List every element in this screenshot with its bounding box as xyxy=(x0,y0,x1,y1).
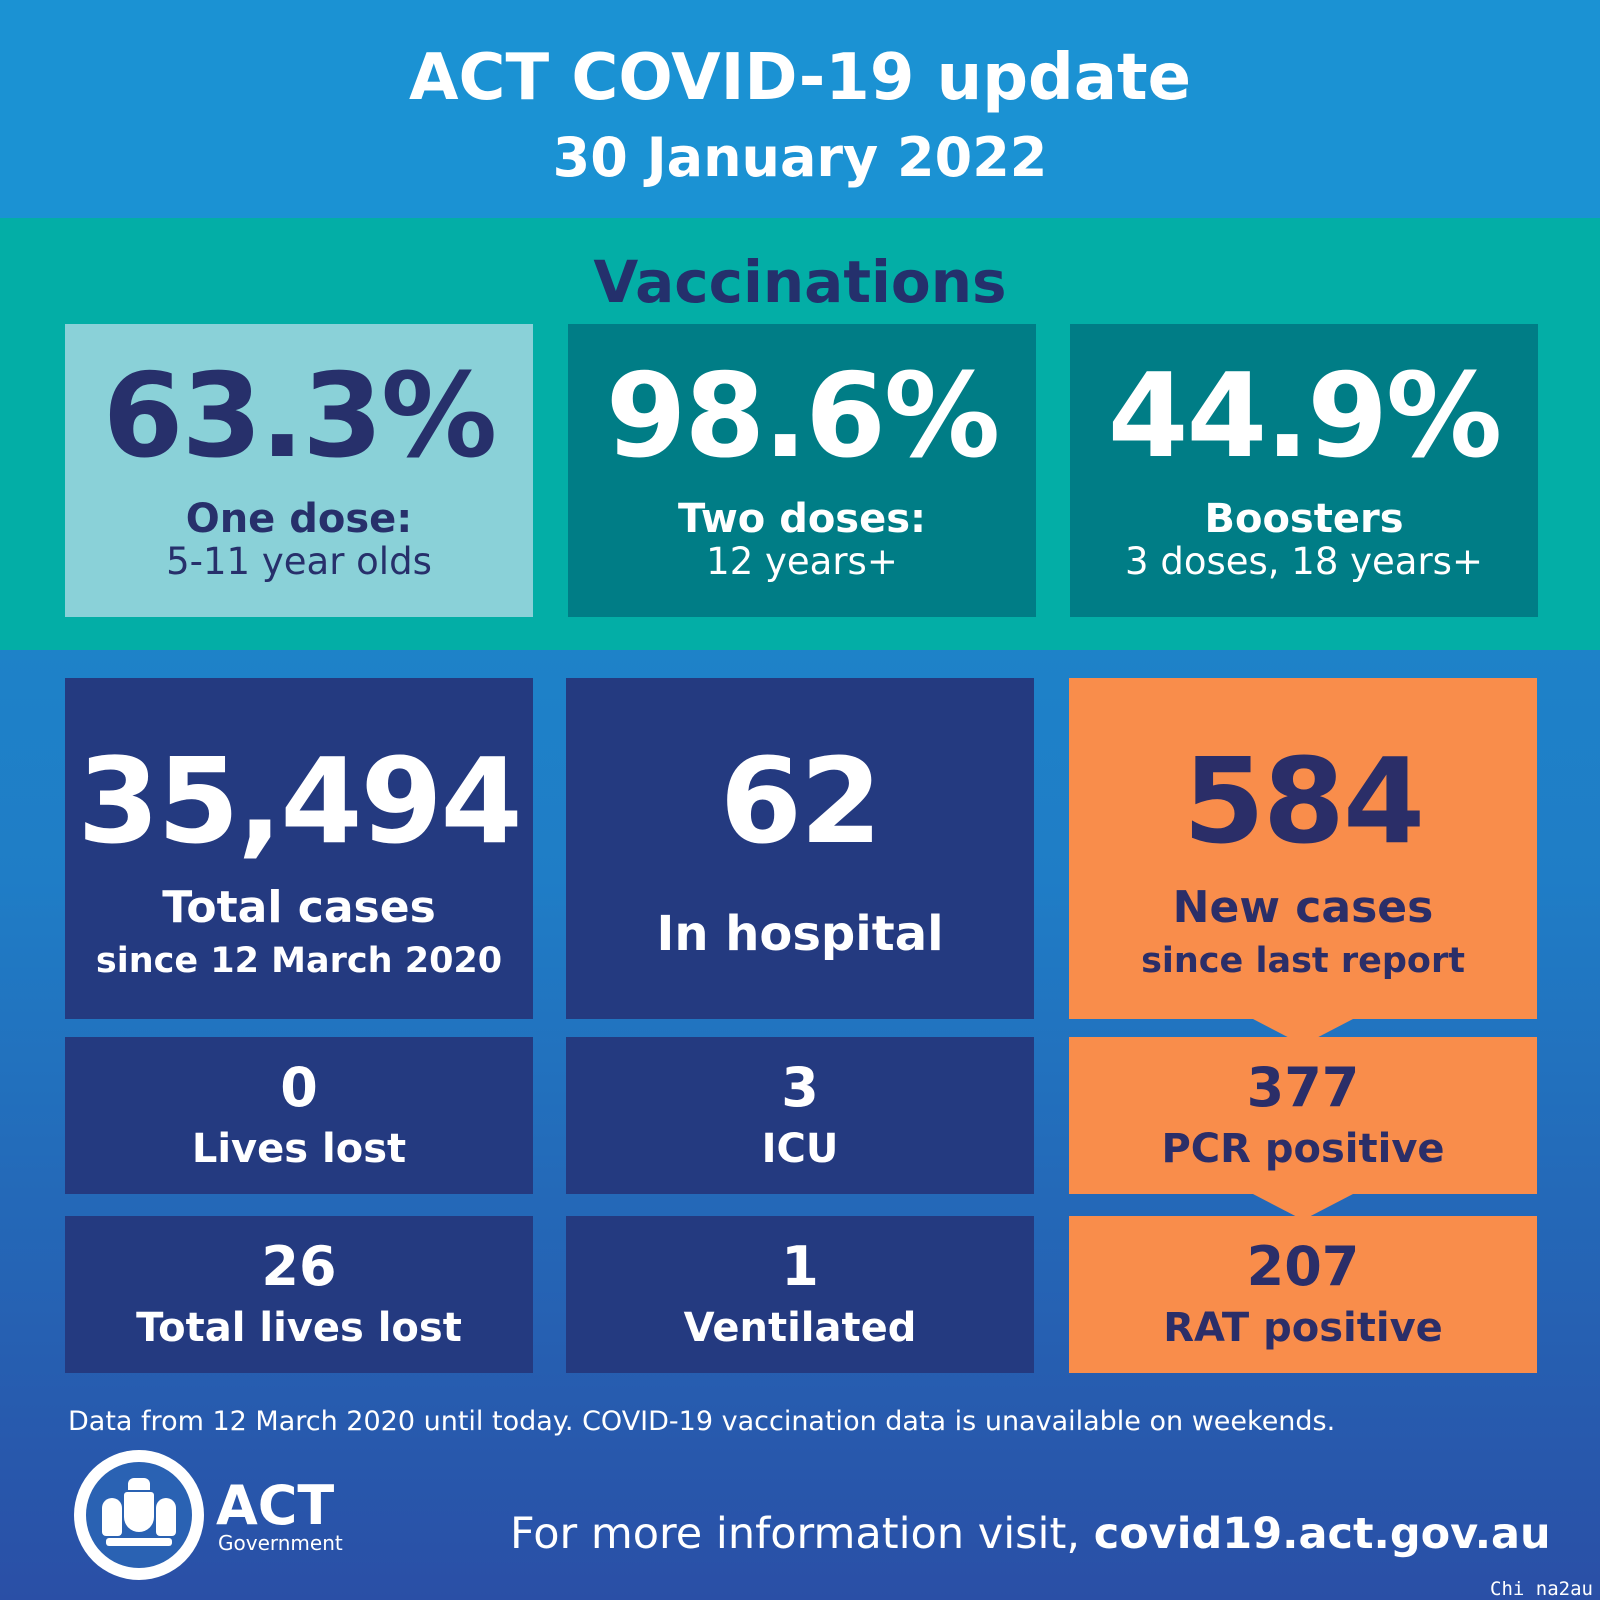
new-cases-value: 584 xyxy=(1182,732,1425,870)
vaccination-sublabel: 3 doses, 18 years+ xyxy=(1125,540,1483,583)
act-crest-icon xyxy=(74,1450,204,1580)
vaccination-card-one-dose: 63.3% One dose: 5-11 year olds xyxy=(65,324,533,617)
logo-subtitle: Government xyxy=(218,1531,343,1555)
rat-positive-value: 207 xyxy=(1246,1235,1360,1298)
more-info-text: For more information visit, covid19.act.… xyxy=(510,1508,1551,1560)
icu-label: ICU xyxy=(761,1126,839,1172)
vaccination-value: 98.6% xyxy=(605,349,1000,484)
vaccination-sublabel: 5-11 year olds xyxy=(166,540,432,583)
vaccinations-section: Vaccinations 63.3% One dose: 5-11 year o… xyxy=(0,218,1600,650)
in-hospital-value: 62 xyxy=(719,732,882,870)
icu-card: 3 ICU xyxy=(566,1037,1034,1194)
total-lives-lost-label: Total lives lost xyxy=(136,1305,462,1351)
rat-positive-label: RAT positive xyxy=(1163,1305,1443,1351)
footnote: Data from 12 March 2020 until today. COV… xyxy=(68,1406,1336,1437)
new-cases-label: New cases xyxy=(1172,882,1434,933)
lives-lost-card: 0 Lives lost xyxy=(65,1037,533,1194)
ventilated-value: 1 xyxy=(781,1235,819,1298)
vaccination-value: 63.3% xyxy=(102,349,497,484)
new-cases-sublabel: since last report xyxy=(1141,941,1465,981)
more-info-prefix: For more information visit, xyxy=(510,1509,1094,1559)
page-date: 30 January 2022 xyxy=(552,126,1048,189)
vaccination-card-boosters: 44.9% Boosters 3 doses, 18 years+ xyxy=(1070,324,1538,617)
more-info-url[interactable]: covid19.act.gov.au xyxy=(1093,1509,1551,1559)
lives-lost-value: 0 xyxy=(280,1056,318,1119)
pcr-positive-label: PCR positive xyxy=(1161,1126,1445,1172)
total-cases-sublabel: since 12 March 2020 xyxy=(95,941,503,981)
logo-name: ACT xyxy=(216,1474,335,1537)
total-cases-label: Total cases xyxy=(162,882,436,933)
ventilated-label: Ventilated xyxy=(683,1305,917,1351)
vaccination-card-two-doses: 98.6% Two doses: 12 years+ xyxy=(568,324,1036,617)
icu-value: 3 xyxy=(781,1056,819,1119)
pcr-positive-value: 377 xyxy=(1246,1056,1360,1119)
rat-positive-card: 207 RAT positive xyxy=(1069,1216,1537,1373)
total-cases-value: 35,494 xyxy=(77,732,522,870)
vaccinations-title: Vaccinations xyxy=(593,248,1007,316)
ventilated-card: 1 Ventilated xyxy=(566,1216,1034,1373)
in-hospital-card: 62 In hospital xyxy=(566,678,1034,1019)
total-cases-card: 35,494 Total cases since 12 March 2020 xyxy=(65,678,533,1019)
new-cases-card: 584 New cases since last report xyxy=(1069,678,1537,1019)
vaccination-label: Boosters xyxy=(1204,496,1404,542)
vaccination-label: Two doses: xyxy=(677,496,927,542)
total-lives-lost-card: 26 Total lives lost xyxy=(65,1216,533,1373)
arrow-down-icon xyxy=(1253,1194,1353,1220)
total-lives-lost-value: 26 xyxy=(261,1235,337,1298)
in-hospital-label: In hospital xyxy=(656,906,944,962)
vaccination-value: 44.9% xyxy=(1107,349,1502,484)
vaccination-label: One dose: xyxy=(185,496,413,542)
pcr-positive-card: 377 PCR positive xyxy=(1069,1037,1537,1194)
lives-lost-label: Lives lost xyxy=(191,1126,407,1172)
page-title: ACT COVID-19 update xyxy=(408,41,1192,115)
header: ACT COVID-19 update 30 January 2022 xyxy=(0,0,1600,218)
vaccination-sublabel: 12 years+ xyxy=(706,540,898,583)
watermark: Chi na2au xyxy=(1490,1578,1593,1600)
